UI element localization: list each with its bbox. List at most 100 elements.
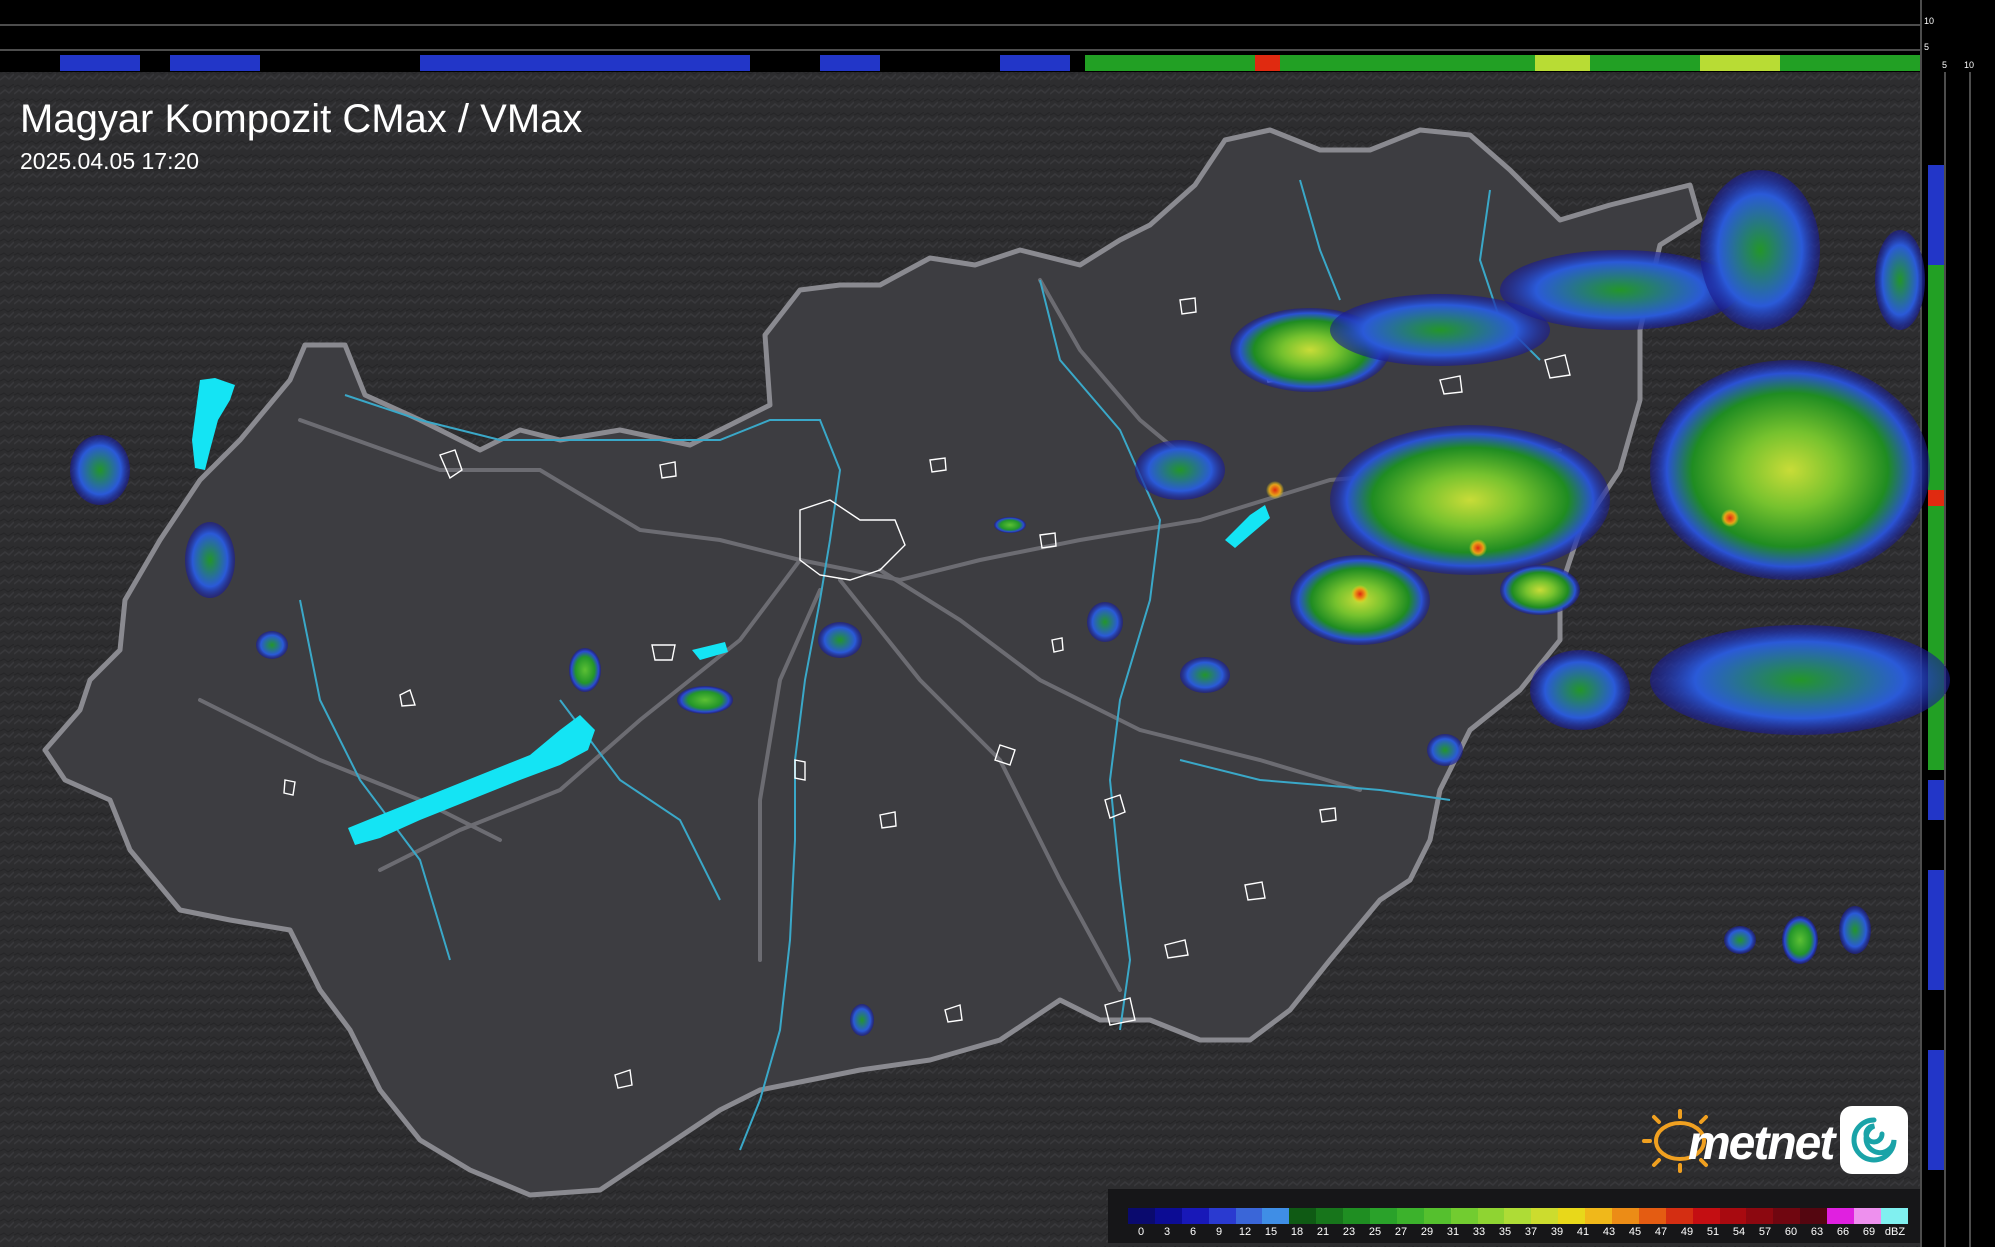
legend-swatch (1665, 1208, 1693, 1224)
legend-label: 35 (1498, 1226, 1512, 1238)
legend-swatch (1746, 1208, 1774, 1224)
legend-swatch (1504, 1208, 1532, 1224)
lake-balaton (348, 715, 595, 845)
legend-swatch (1692, 1208, 1720, 1224)
legend-swatch (1477, 1208, 1505, 1224)
metnet-logo: metnet (1636, 1105, 1906, 1177)
radar-peak-cell (1266, 481, 1284, 499)
legend-label: 23 (1342, 1226, 1356, 1238)
legend-swatch (1316, 1208, 1344, 1224)
radar-echo (1875, 230, 1925, 330)
side-strip-echo (1928, 780, 1944, 820)
top-strip-echo (820, 55, 880, 71)
radar-echo (1087, 602, 1123, 642)
radar-peak-cell (1469, 539, 1487, 557)
legend-label: 45 (1628, 1226, 1642, 1238)
legend-swatch (1800, 1208, 1828, 1224)
swirl-logo-icon (1840, 1106, 1908, 1174)
legend-label: 3 (1163, 1226, 1171, 1238)
top-strip-tick-5: 5 (1924, 42, 1930, 52)
legend-label: 33 (1472, 1226, 1486, 1238)
legend-swatch (1880, 1208, 1908, 1224)
radar-echo (1782, 916, 1818, 964)
legend-label: 25 (1368, 1226, 1382, 1238)
lake-velence (692, 642, 728, 660)
legend-swatch (1396, 1208, 1424, 1224)
country-outline (42, 127, 1703, 1198)
side-strip-echo (1928, 165, 1944, 265)
legend-label: 57 (1758, 1226, 1772, 1238)
legend-label: 69 (1862, 1226, 1876, 1238)
map-title: Magyar Kompozit CMax / VMax (20, 97, 583, 141)
legend-swatch (1181, 1208, 1209, 1224)
legend-swatch (1235, 1208, 1263, 1224)
legend-swatch (1719, 1208, 1747, 1224)
metnet-logo-text: metnet (1688, 1116, 1835, 1170)
legend-label: 51 (1706, 1226, 1720, 1238)
side-strip-echo (1928, 870, 1944, 990)
top-strip-echo (60, 55, 140, 71)
radar-echo (850, 1004, 874, 1036)
top-strip-echo (1255, 55, 1280, 71)
radar-echo (677, 686, 733, 714)
radar-echo (1180, 657, 1230, 693)
legend-color-bar (1128, 1208, 1908, 1224)
map-datetime: 2025.04.05 17:20 (20, 148, 200, 174)
radar-echo (1135, 440, 1225, 500)
top-strip-echo (1000, 55, 1070, 71)
legend-label: 21 (1316, 1226, 1330, 1238)
radar-echo (1500, 565, 1580, 615)
top-strip-tick-10: 10 (1924, 16, 1935, 26)
radar-echo (818, 622, 862, 658)
top-strip-echoes (60, 55, 1920, 71)
legend-label: 29 (1420, 1226, 1434, 1238)
side-strip-echo (1928, 490, 1944, 506)
legend-label: 63 (1810, 1226, 1824, 1238)
dbz-legend: 0 3 6 9 12 15 18 21 23 25 27 29 31 33 35 37 39 41 43 45 47 49… (1108, 1189, 1920, 1243)
radar-echo (569, 648, 601, 692)
radar-echo (1724, 926, 1756, 954)
lake-ferto (192, 378, 235, 470)
legend-swatch (1585, 1208, 1613, 1224)
radar-echo (70, 435, 130, 505)
side-strip-echoes (1928, 165, 1944, 1170)
legend-label: 49 (1680, 1226, 1694, 1238)
top-strip-echo (1700, 55, 1780, 71)
legend-label: 31 (1446, 1226, 1460, 1238)
legend-swatch (1154, 1208, 1182, 1224)
radar-echo (1700, 170, 1820, 330)
legend-swatch (1370, 1208, 1397, 1224)
radar-echoes (70, 170, 1950, 1036)
radar-echo (1839, 906, 1871, 954)
radar-echo (1650, 625, 1950, 735)
radar-peak-cells (1266, 481, 1739, 603)
legend-swatch (1638, 1208, 1666, 1224)
legend-label: 9 (1215, 1226, 1223, 1238)
radar-echo (185, 522, 235, 598)
side-strip-tick-5: 5 (1942, 60, 1948, 70)
radar-echo (1330, 294, 1550, 366)
legend-unit: dBZ (1884, 1226, 1906, 1238)
legend-swatch (1827, 1208, 1855, 1224)
radar-echo (256, 631, 288, 659)
radar-echo (1530, 650, 1630, 730)
side-strip-echo (1928, 265, 1944, 510)
legend-labels: 0 3 6 9 12 15 18 21 23 25 27 29 31 33 35 37 39 41 43 45 47 49… (1128, 1226, 1908, 1240)
legend-swatch (1612, 1208, 1639, 1224)
legend-swatch (1128, 1208, 1155, 1224)
legend-label: 54 (1732, 1226, 1746, 1238)
legend-label: 0 (1137, 1226, 1145, 1238)
legend-label: 43 (1602, 1226, 1616, 1238)
radar-echo (994, 517, 1026, 533)
title-block: Magyar Kompozit CMax / VMax 2025.04.05 1… (20, 96, 582, 176)
legend-swatch (1558, 1208, 1586, 1224)
legend-swatch (1343, 1208, 1371, 1224)
top-strip-echo (1535, 55, 1590, 71)
legend-swatch (1289, 1208, 1317, 1224)
legend-swatch (1773, 1208, 1801, 1224)
side-strip-tick-10: 10 (1964, 60, 1975, 70)
legend-label: 66 (1836, 1226, 1850, 1238)
legend-label: 47 (1654, 1226, 1668, 1238)
top-strip-echo (170, 55, 260, 71)
